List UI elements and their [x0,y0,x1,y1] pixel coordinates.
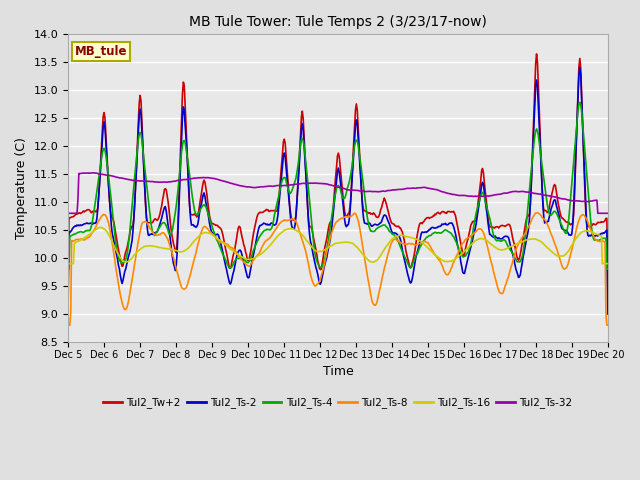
Y-axis label: Temperature (C): Temperature (C) [15,137,28,239]
Text: MB_tule: MB_tule [74,45,127,58]
Title: MB Tule Tower: Tule Temps 2 (3/23/17-now): MB Tule Tower: Tule Temps 2 (3/23/17-now… [189,15,487,29]
X-axis label: Time: Time [323,365,353,378]
Legend: Tul2_Tw+2, Tul2_Ts-2, Tul2_Ts-4, Tul2_Ts-8, Tul2_Ts-16, Tul2_Ts-32: Tul2_Tw+2, Tul2_Ts-2, Tul2_Ts-4, Tul2_Ts… [99,393,577,412]
